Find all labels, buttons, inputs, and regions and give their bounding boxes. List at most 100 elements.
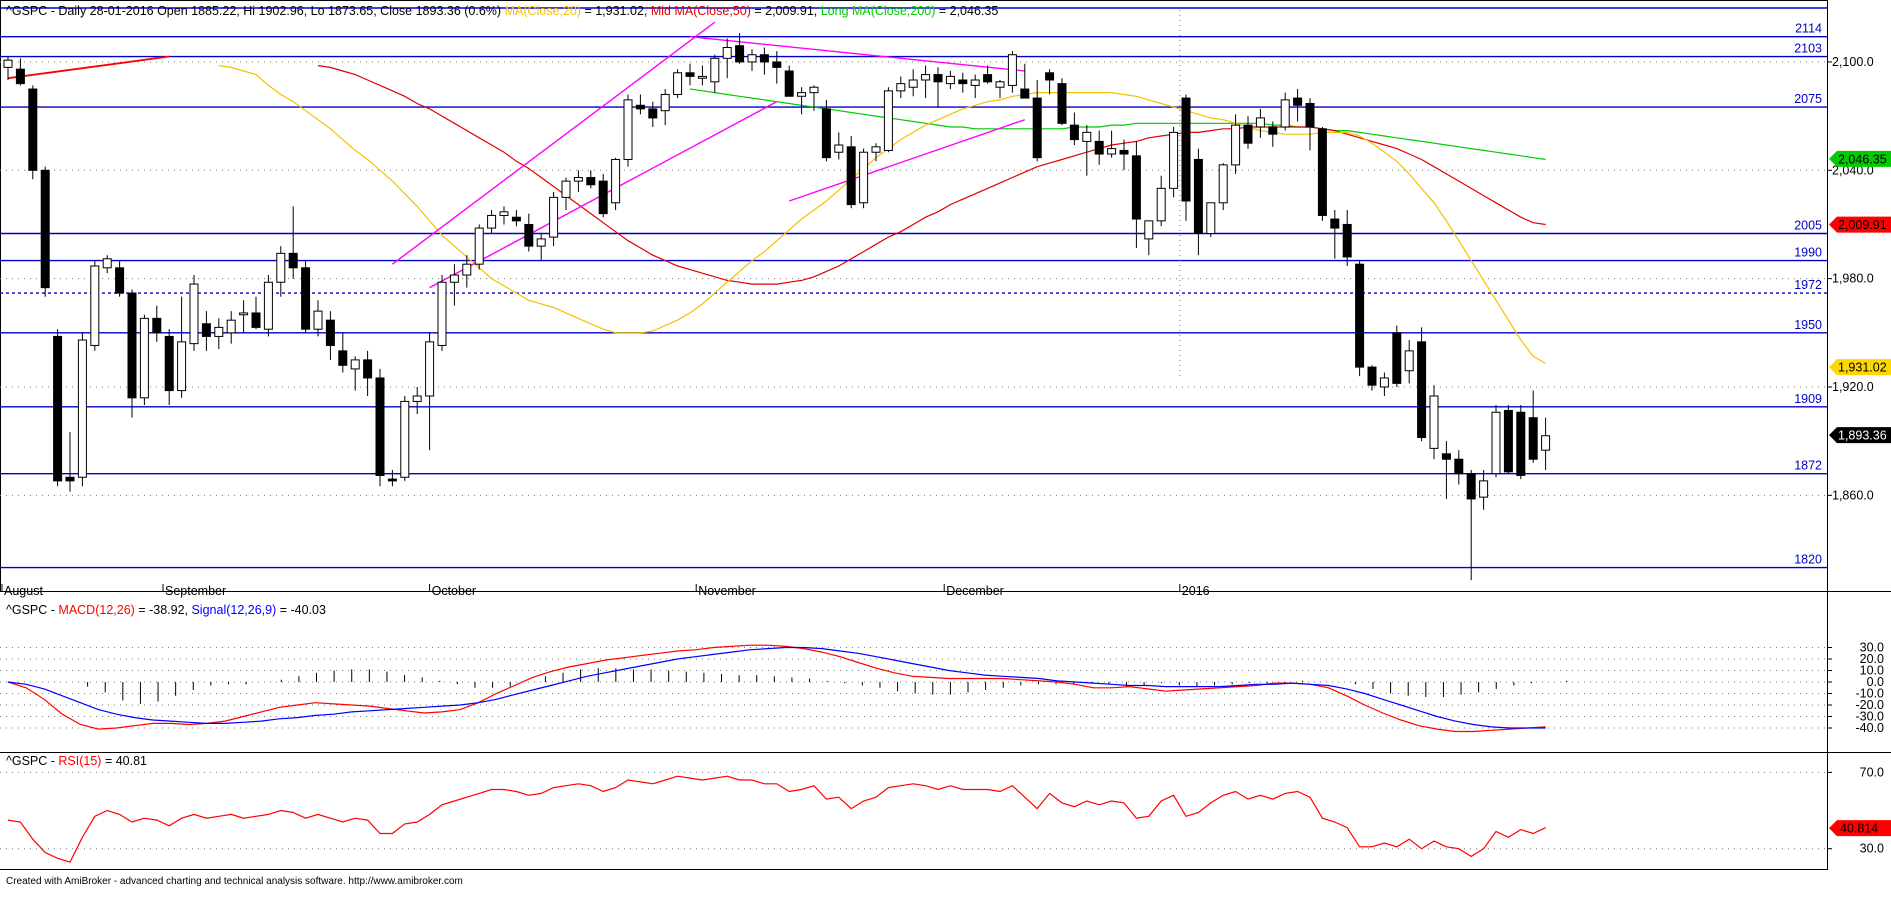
candle-body — [549, 196, 559, 238]
price-badge-label: 2,046.35 — [1838, 152, 1887, 166]
candle-body — [288, 252, 298, 269]
candle-body — [90, 265, 100, 346]
candle-body — [1020, 88, 1030, 99]
macd-panel: 30.020.010.00.0-10.0-20.0-30.0-40.0 — [0, 641, 1885, 735]
candle-body — [561, 180, 571, 198]
price-symbol: ^GSPC — [6, 4, 47, 18]
candle-body — [164, 335, 174, 392]
support-resistance-levels: 2114 2103 2075 2005 1990 1972 1950 1909 1872 1820 — [0, 7, 1827, 569]
macd-separator: - — [47, 603, 58, 617]
candle-body — [152, 317, 162, 334]
candle-body — [325, 319, 335, 346]
candle-body — [747, 54, 757, 63]
month-label: November — [698, 584, 756, 598]
candle-body — [127, 292, 137, 399]
rsi-separator: - — [47, 754, 58, 768]
candle-body — [139, 317, 149, 399]
candle-body — [573, 177, 583, 182]
candle-body — [462, 263, 472, 276]
candle-body — [1169, 131, 1179, 189]
candle-body — [301, 267, 311, 330]
candle-body — [40, 169, 50, 289]
rsi-symbol: ^GSPC — [6, 754, 47, 768]
candle-body — [1516, 411, 1526, 476]
candle-body — [1156, 187, 1166, 222]
macd-tick-label: -20.0 — [1856, 698, 1885, 712]
macd-tick-label: 0.0 — [1867, 675, 1884, 689]
candle-body — [1355, 263, 1365, 368]
candle-body — [375, 377, 385, 476]
candle-body — [474, 227, 484, 265]
candle-body — [412, 395, 422, 402]
candle-body — [797, 92, 807, 97]
price-title: ^GSPC - Daily 28-01-2016 Open 1885.22, H… — [6, 4, 998, 18]
rsi-line — [7, 775, 1546, 863]
macd-line — [7, 644, 1546, 733]
candle-body — [660, 93, 670, 112]
candle-body — [759, 54, 769, 63]
macd-title: ^GSPC - MACD(12,26) = -38.92, Signal(12,… — [6, 603, 326, 617]
rsi-legend-value: = 40.81 — [101, 754, 147, 768]
trendline — [391, 21, 716, 265]
candle-body — [1528, 417, 1538, 460]
candle-body — [263, 281, 273, 330]
candle-body — [710, 57, 720, 83]
candle-body — [635, 104, 645, 110]
candle-body — [1045, 72, 1055, 81]
candle-body — [65, 476, 75, 482]
footer-credit: Created with AmiBroker - advanced charti… — [6, 876, 463, 887]
macd-tick-label: -30.0 — [1856, 710, 1885, 724]
ma200-legend-value: = 2,046.35 — [935, 4, 998, 18]
candle-body — [945, 75, 955, 85]
candle-body — [239, 312, 249, 316]
candle-body — [350, 359, 360, 370]
candle-body — [859, 151, 869, 204]
candle-body — [821, 108, 831, 159]
macd-legend-value: = -38.92, — [135, 603, 192, 617]
month-label: August — [4, 584, 43, 598]
trendline — [689, 35, 1025, 72]
macd-tick-label: 20.0 — [1860, 652, 1884, 666]
candle-body — [995, 81, 1005, 88]
candle-body — [697, 75, 707, 79]
ma20-line — [218, 65, 1546, 365]
month-axis: August September October November December 20… — [1, 10, 1210, 598]
candle-body — [1218, 164, 1228, 204]
candle-body — [1429, 395, 1439, 449]
candle-body — [883, 90, 893, 151]
candle-body — [908, 79, 918, 88]
candle-body — [1193, 158, 1203, 234]
candle-body — [1144, 220, 1154, 240]
price-badges: 2,046.35 2,009.91 1,931.02 1,893.36 — [1829, 150, 1891, 444]
level-label: 1990 — [1794, 246, 1822, 260]
candle-body — [214, 326, 224, 337]
level-label: 1820 — [1794, 553, 1822, 567]
price-badge — [1829, 150, 1891, 167]
candle-body — [1305, 102, 1315, 128]
ma200-legend: Long MA(Close,200) — [821, 4, 936, 18]
candle-body — [611, 158, 621, 204]
candle-body — [1082, 131, 1092, 142]
candle-body — [1206, 202, 1216, 234]
candle-body — [115, 267, 125, 294]
price-badge-label: 2,009.91 — [1838, 218, 1887, 232]
price-badge-label: 1,893.36 — [1838, 429, 1887, 443]
candle-body — [313, 310, 323, 330]
candle-body — [53, 335, 63, 482]
level-label: 2075 — [1794, 92, 1822, 106]
candle-body — [1007, 54, 1017, 86]
candle-body — [1119, 149, 1129, 155]
candle-body — [772, 61, 782, 68]
rsi-legend: RSI(15) — [58, 754, 101, 768]
candle-body — [1491, 411, 1501, 475]
trendline — [7, 55, 170, 80]
candle-body — [102, 258, 112, 269]
candle-body — [524, 223, 534, 247]
rsi-badge-label: 40.814 — [1840, 822, 1878, 836]
ma20-legend-value: = 1,931.02, — [581, 4, 651, 18]
signal-line — [7, 646, 1546, 729]
candle-body — [673, 72, 683, 95]
candle-body — [871, 146, 881, 153]
rsi-badge — [1829, 820, 1891, 837]
